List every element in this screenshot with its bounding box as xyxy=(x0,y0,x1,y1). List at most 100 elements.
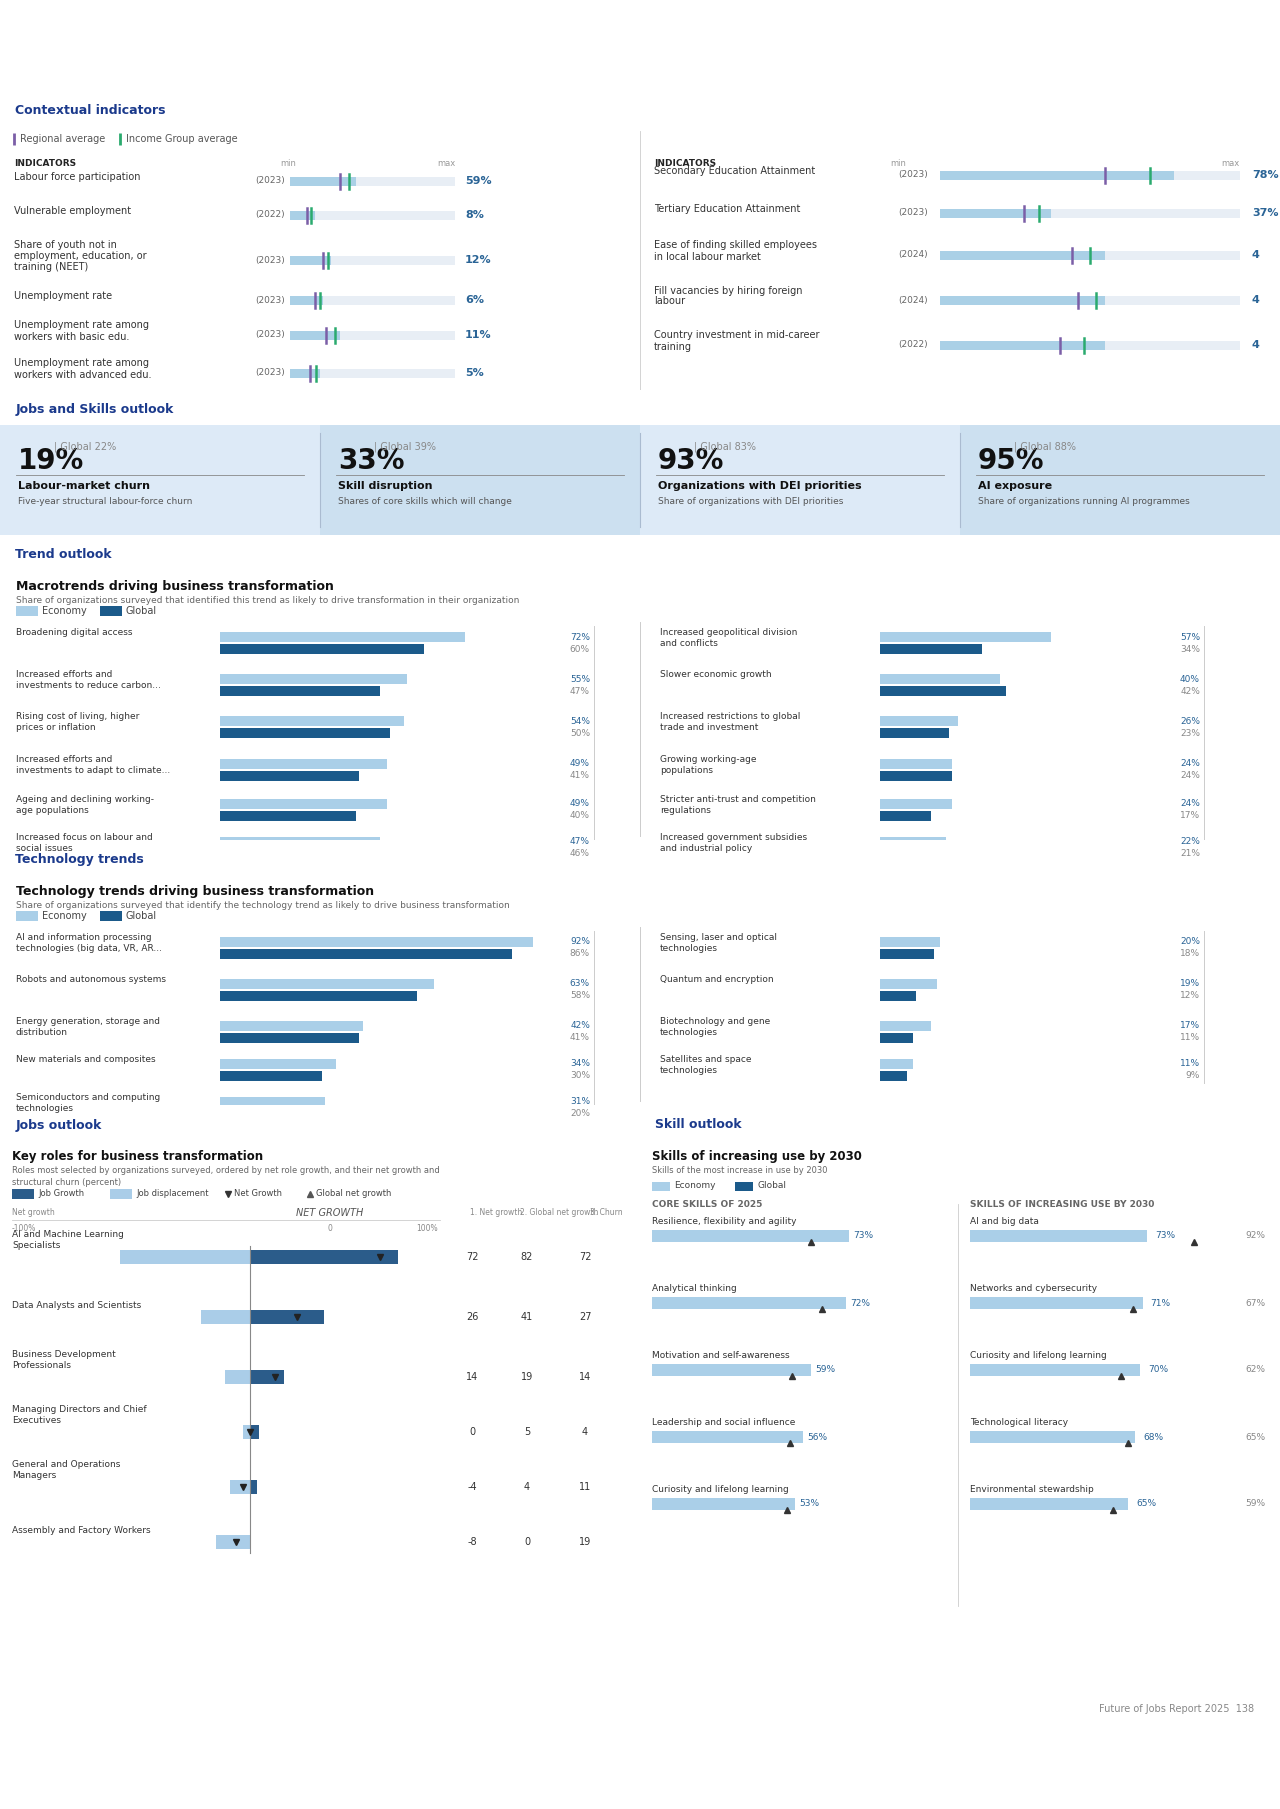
Bar xyxy=(881,716,957,725)
Bar xyxy=(201,1310,250,1324)
Bar xyxy=(120,1250,250,1264)
Bar xyxy=(881,760,952,769)
Text: 1 / 2: 1 / 2 xyxy=(628,20,652,31)
Text: Five-year structural labour-force churn: Five-year structural labour-force churn xyxy=(18,497,192,507)
Text: Analytical thinking: Analytical thinking xyxy=(652,1284,737,1293)
Text: Key roles for business transformation: Key roles for business transformation xyxy=(12,1151,264,1163)
Bar xyxy=(652,1230,849,1243)
Text: Share of youth not in: Share of youth not in xyxy=(14,241,116,250)
Text: in local labour market: in local labour market xyxy=(654,251,760,262)
Bar xyxy=(940,340,1105,349)
Text: 93%: 93% xyxy=(658,447,724,476)
Bar xyxy=(220,1058,335,1069)
Bar xyxy=(735,1181,753,1190)
Text: Increased focus on labour and: Increased focus on labour and xyxy=(15,832,152,841)
Text: Tertiary Education Attainment: Tertiary Education Attainment xyxy=(654,204,800,213)
Text: Net Growth: Net Growth xyxy=(234,1190,282,1199)
Bar xyxy=(220,1033,360,1044)
Text: Economy: Economy xyxy=(42,606,87,617)
Text: 8%: 8% xyxy=(465,210,484,221)
Text: 56%: 56% xyxy=(808,1433,827,1442)
Bar xyxy=(940,250,1240,259)
Text: Stricter anti-trust and competition: Stricter anti-trust and competition xyxy=(660,794,815,803)
Text: Motivation and self-awareness: Motivation and self-awareness xyxy=(652,1351,790,1360)
Bar xyxy=(940,208,1240,217)
Text: Jobs and Skills outlook: Jobs and Skills outlook xyxy=(15,403,174,416)
Bar xyxy=(652,1498,795,1511)
Bar xyxy=(291,369,454,378)
Bar xyxy=(220,1071,323,1082)
Text: 2. Global net growth: 2. Global net growth xyxy=(520,1208,598,1217)
Text: 58%: 58% xyxy=(570,991,590,1000)
Text: Trend outlook: Trend outlook xyxy=(15,548,111,561)
Text: Unemployment rate among: Unemployment rate among xyxy=(14,358,148,369)
Text: 4: 4 xyxy=(582,1427,588,1436)
Bar xyxy=(15,912,38,921)
Bar xyxy=(881,979,937,990)
Text: (2022): (2022) xyxy=(255,210,284,219)
Text: 41%: 41% xyxy=(570,771,590,780)
Bar xyxy=(230,1480,250,1494)
Text: Unemployment rate: Unemployment rate xyxy=(14,291,113,300)
Text: Broadening digital access: Broadening digital access xyxy=(15,628,133,637)
Bar xyxy=(15,606,38,617)
Text: 19: 19 xyxy=(521,1371,534,1382)
Bar xyxy=(100,912,122,921)
Text: prices or inflation: prices or inflation xyxy=(15,724,96,733)
Bar xyxy=(250,1250,398,1264)
Text: France: France xyxy=(23,56,148,89)
Text: Roles most selected by organizations surveyed, ordered by net role growth, and t: Roles most selected by organizations sur… xyxy=(12,1167,440,1176)
Text: 12%: 12% xyxy=(1180,991,1201,1000)
Text: 70%: 70% xyxy=(1148,1366,1169,1375)
Text: 24%: 24% xyxy=(1180,760,1201,769)
Bar xyxy=(940,170,1240,179)
Text: 34%: 34% xyxy=(570,1060,590,1069)
Text: (2023): (2023) xyxy=(899,170,928,179)
Text: 47%: 47% xyxy=(570,838,590,847)
Text: 0: 0 xyxy=(524,1538,530,1547)
Text: 49%: 49% xyxy=(570,800,590,809)
Bar xyxy=(940,250,1105,259)
Bar xyxy=(250,1425,259,1438)
Bar xyxy=(881,1033,913,1044)
Text: distribution: distribution xyxy=(15,1028,68,1037)
Bar xyxy=(250,1480,257,1494)
Bar xyxy=(220,1109,288,1120)
Text: Job displacement: Job displacement xyxy=(136,1190,209,1199)
Bar xyxy=(225,1369,250,1384)
Text: 22%: 22% xyxy=(1180,838,1201,847)
Text: social issues: social issues xyxy=(15,845,73,854)
Text: investments to reduce carbon...: investments to reduce carbon... xyxy=(15,680,161,689)
Text: trade and investment: trade and investment xyxy=(660,724,758,733)
Text: 9%: 9% xyxy=(1185,1071,1201,1080)
Bar xyxy=(220,979,434,990)
Text: Fill vacancies by hiring foreign: Fill vacancies by hiring foreign xyxy=(654,286,803,295)
Text: (2022): (2022) xyxy=(899,340,928,349)
Text: 20%: 20% xyxy=(1180,937,1201,946)
Text: Professionals: Professionals xyxy=(12,1360,70,1369)
Text: Skills of increasing use by 2030: Skills of increasing use by 2030 xyxy=(652,1151,861,1163)
Bar xyxy=(881,1071,908,1082)
Text: 34%: 34% xyxy=(1180,644,1201,653)
Text: 24%: 24% xyxy=(1180,771,1201,780)
Text: Increased efforts and: Increased efforts and xyxy=(15,754,113,763)
Text: Managers: Managers xyxy=(12,1471,56,1480)
Text: 63%: 63% xyxy=(570,979,590,988)
Bar xyxy=(291,369,320,378)
Bar xyxy=(250,1369,284,1384)
Text: SKILLS OF INCREASING USE BY 2030: SKILLS OF INCREASING USE BY 2030 xyxy=(970,1199,1155,1208)
Bar xyxy=(940,295,1240,304)
Text: Economy: Economy xyxy=(675,1181,716,1190)
Text: 72: 72 xyxy=(579,1252,591,1263)
Text: New materials and composites: New materials and composites xyxy=(15,1055,156,1064)
Text: 100%: 100% xyxy=(416,1225,438,1234)
Text: Executives: Executives xyxy=(12,1416,61,1425)
Text: technologies (big data, VR, AR...: technologies (big data, VR, AR... xyxy=(15,944,163,953)
Bar xyxy=(110,1189,132,1199)
Bar xyxy=(220,631,465,642)
Bar xyxy=(970,1364,1140,1377)
Bar xyxy=(220,810,356,821)
Text: 37%: 37% xyxy=(1252,208,1279,219)
Bar xyxy=(220,838,380,847)
Bar xyxy=(220,644,424,655)
